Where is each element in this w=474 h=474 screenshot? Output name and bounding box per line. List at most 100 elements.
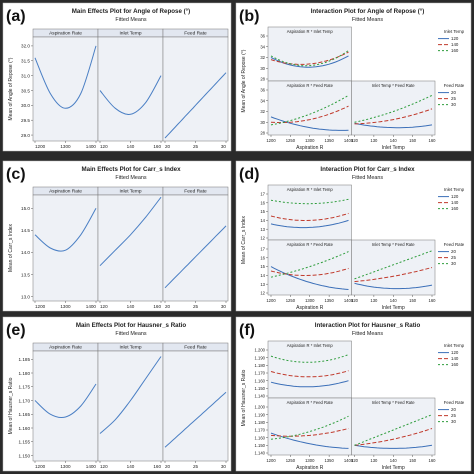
- y-tick-label: 1.140: [255, 394, 266, 399]
- facet-plot-area: [162, 194, 229, 302]
- x-tick-label: 130: [370, 458, 378, 463]
- facet-label: Inlet Temp: [119, 189, 141, 195]
- x-tick-label: 1200: [35, 304, 46, 309]
- y-tick-label: 30: [260, 120, 265, 125]
- panel-d: (d) Interaction Plot for Carr_s Index Fitt…: [235, 160, 472, 312]
- chart-subtitle: Fitted Means: [352, 17, 383, 23]
- y-tick-label: 1.190: [255, 355, 266, 360]
- y-tick-label: 1.180: [255, 420, 266, 425]
- x-tick-label: 25: [193, 304, 199, 309]
- series-line-t160: [270, 251, 349, 278]
- legend-entry: 140: [451, 356, 459, 361]
- interaction-cell-label: Aspiration R * Inlet Temp: [287, 343, 334, 348]
- x-tick-label: 140: [127, 304, 135, 309]
- y-tick-label: 1.180: [255, 363, 266, 368]
- x-axis-label: Inlet Temp: [382, 145, 405, 151]
- legend-entry: 140: [451, 42, 459, 47]
- y-tick-label: 1.180: [19, 371, 31, 376]
- panel-letter: (f): [239, 322, 255, 339]
- y-axis-label: Mean of Angle of Repose (°): [8, 57, 14, 120]
- series-line-t160: [354, 94, 433, 123]
- y-tick-label: 12: [260, 291, 265, 296]
- legend-title: Inlet Temp: [444, 187, 465, 192]
- interaction-cell: [267, 184, 352, 241]
- panel-b: (b) Interaction Plot for Angle of Repose …: [235, 2, 472, 152]
- legend-entry: 20: [451, 407, 456, 412]
- y-tick-label: 1.200: [255, 405, 266, 410]
- interaction-cell: [351, 397, 436, 456]
- y-tick-label: 34: [260, 44, 265, 49]
- x-axis-label: Aspiration R: [296, 145, 324, 151]
- interaction-cell: [267, 397, 352, 456]
- legend-entry: 20: [451, 90, 456, 95]
- y-tick-label: 15: [260, 209, 265, 214]
- panel-letter: (e): [6, 322, 26, 339]
- interaction-cell-label: Aspiration R * Feed Rate: [287, 400, 334, 405]
- x-tick-label: 130: [370, 138, 378, 143]
- y-tick-label: 17: [260, 192, 265, 197]
- series-line: [34, 208, 97, 252]
- interaction-cell-label: Inlet Temp * Feed Rate: [372, 83, 415, 88]
- chart-title: Interaction Plot for Hausner_s Ratio: [315, 322, 421, 329]
- x-tick-label: 1300: [60, 304, 71, 309]
- series-line-t160: [270, 50, 349, 67]
- x-tick-label: 140: [127, 144, 135, 149]
- series-line-t120: [354, 282, 433, 290]
- legend-entry: 160: [451, 48, 459, 53]
- series-line-t140: [270, 51, 349, 65]
- y-tick-label: 12: [260, 236, 265, 241]
- y-tick-label: 1.175: [19, 385, 31, 390]
- x-tick-label: 1200: [266, 458, 276, 463]
- y-tick-label: 13: [260, 227, 265, 232]
- x-tick-label: 150: [409, 138, 417, 143]
- x-tick-label: 20: [165, 144, 171, 149]
- facet-label: Feed Rate: [184, 189, 207, 195]
- x-tick-label: 1400: [344, 298, 354, 303]
- interaction-cell: [267, 239, 352, 296]
- legend-entry: 25: [451, 96, 456, 101]
- facet-label: Aspiration Rate: [49, 31, 82, 37]
- x-tick-label: 160: [153, 304, 161, 309]
- series-line-t120: [354, 444, 433, 449]
- series-line-t140: [354, 267, 433, 283]
- legend-entry: 120: [451, 36, 459, 41]
- y-tick-label: 34: [260, 98, 265, 103]
- legend-entry: 160: [451, 206, 459, 211]
- x-tick-label: 150: [409, 458, 417, 463]
- interaction-cell-label: Aspiration R * Inlet Temp: [287, 187, 334, 192]
- facet-plot-area: [32, 36, 99, 142]
- y-tick-label: 13.0: [21, 294, 30, 299]
- x-tick-label: 140: [390, 298, 398, 303]
- y-tick-label: 16: [260, 255, 265, 260]
- facet-plot-area: [162, 36, 229, 142]
- y-tick-label: 36: [260, 88, 265, 93]
- x-tick-label: 30: [221, 304, 227, 309]
- chart-subtitle: Fitted Means: [352, 331, 383, 337]
- interaction-cell-label: Inlet Temp * Feed Rate: [372, 400, 415, 405]
- y-tick-label: 1.190: [255, 412, 266, 417]
- y-tick-label: 14: [260, 218, 265, 223]
- interaction-cell-label: Aspiration R * Inlet Temp: [287, 29, 334, 34]
- x-tick-label: 1300: [60, 464, 71, 469]
- series-line: [99, 75, 162, 115]
- chart-subtitle: Fitted Means: [115, 175, 146, 181]
- x-axis-label: Inlet Temp: [382, 305, 405, 311]
- facet-label: Inlet Temp: [119, 31, 141, 37]
- x-tick-label: 1200: [35, 144, 46, 149]
- y-tick-label: 1.150: [255, 386, 266, 391]
- chart-title: Main Effects Plot for Carr_s Index: [81, 166, 181, 173]
- panel-c: (c) Main Effects Plot for Carr_s Index Fit…: [2, 160, 232, 312]
- x-tick-label: 1250: [286, 298, 296, 303]
- y-tick-label: 17: [260, 247, 265, 252]
- x-axis-label: Aspiration R: [296, 465, 324, 471]
- y-tick-label: 13.5: [21, 272, 30, 277]
- y-tick-label: 30.5: [21, 88, 30, 93]
- y-tick-label: 1.170: [255, 371, 266, 376]
- x-tick-label: 1300: [305, 298, 315, 303]
- x-tick-label: 160: [429, 138, 437, 143]
- x-axis-label: Aspiration R: [296, 305, 324, 311]
- y-axis-label: Mean of Carr_s Index: [241, 215, 247, 264]
- legend-entry: 120: [451, 350, 459, 355]
